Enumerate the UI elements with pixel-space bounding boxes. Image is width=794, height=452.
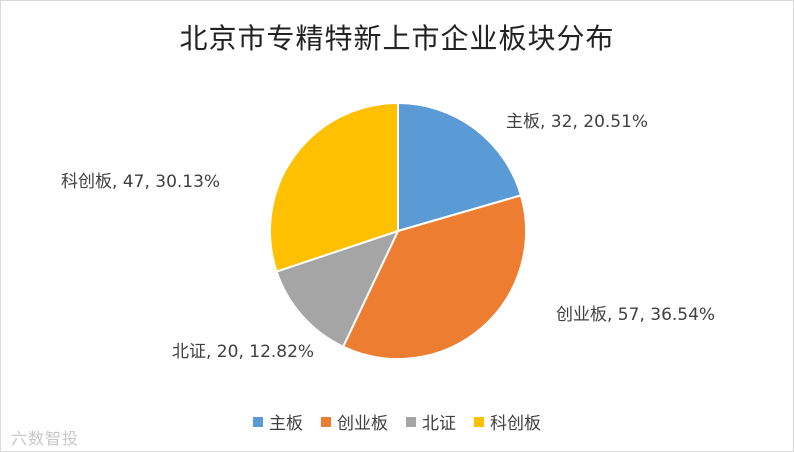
data-label-1: 主板, 32, 20.51%: [506, 112, 648, 132]
legend-item-4: 科创板: [474, 409, 541, 434]
data-label-4: 科创板, 47, 30.13%: [61, 172, 220, 192]
pie-slice-1: [397, 101, 523, 233]
chart-title: 北京市专精特新上市企业板块分布: [179, 22, 615, 55]
chart-legend: 主板 创业板 北证 科创板: [1, 409, 793, 434]
legend-label: 北证: [422, 414, 456, 434]
legend-label: 科创板: [490, 414, 541, 434]
pie-slice-2: [341, 194, 527, 360]
watermark-logo: 六数智投: [11, 429, 80, 448]
data-label-3: 北证, 20, 12.82%: [172, 342, 314, 362]
legend-swatch: [321, 416, 331, 427]
legend-item-3: 北证: [406, 409, 456, 434]
legend-item-2: 创业板: [321, 409, 388, 434]
legend-swatch: [253, 416, 263, 427]
legend-swatch: [406, 416, 416, 427]
pie-slice-4: [269, 101, 399, 273]
pie-slice-3: [275, 229, 400, 348]
legend-label: 创业板: [337, 414, 388, 434]
legend-item-1: 主板: [253, 409, 303, 434]
data-label-2: 创业板, 57, 36.54%: [556, 305, 715, 325]
legend-swatch: [474, 416, 484, 427]
legend-label: 主板: [269, 414, 303, 434]
